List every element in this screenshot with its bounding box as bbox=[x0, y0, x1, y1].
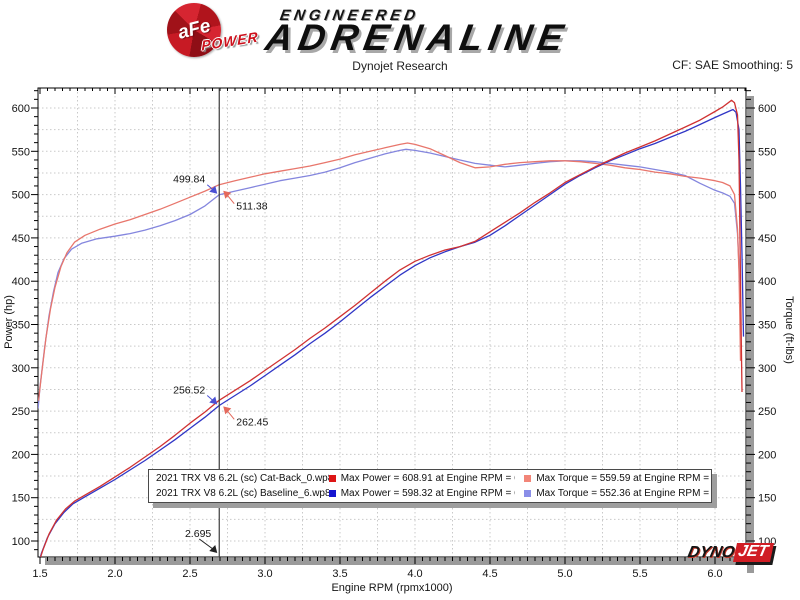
svg-text:250: 250 bbox=[758, 406, 776, 418]
curve-baseline-torque bbox=[38, 148, 742, 409]
svg-text:300: 300 bbox=[12, 363, 30, 375]
svg-text:350: 350 bbox=[758, 320, 776, 332]
curve-cat-back-power bbox=[39, 99, 743, 557]
frame-shadow-bottom bbox=[45, 558, 761, 565]
svg-text:4.0: 4.0 bbox=[407, 568, 422, 580]
svg-text:3.0: 3.0 bbox=[257, 568, 272, 580]
cursor-readouts: 499.84 511.38 256.52 262.45 2.695 bbox=[173, 174, 269, 553]
legend-row-catback: 2021 TRX V8 6.2L (sc) Cat-Back_0.wp8 Max… bbox=[149, 471, 711, 485]
svg-text:600: 600 bbox=[12, 103, 30, 115]
left-axis-title: Power (hp) bbox=[3, 295, 15, 349]
power-swatch-catback bbox=[328, 474, 336, 482]
dynojet-research-title: Dynojet Research bbox=[352, 59, 448, 73]
legend-box: 2021 TRX V8 6.2L (sc) Cat-Back_0.wp8 Max… bbox=[148, 469, 712, 503]
legend-run-name: 2021 TRX V8 6.2L (sc) Baseline_6.wp8 bbox=[156, 488, 329, 500]
torque-swatch-catback bbox=[524, 474, 532, 482]
svg-text:256.52: 256.52 bbox=[173, 384, 205, 396]
correction-smoothing-label: CF: SAE Smoothing: 5 bbox=[672, 58, 793, 72]
legend-run-name: 2021 TRX V8 6.2L (sc) Cat-Back_0.wp8 bbox=[156, 472, 329, 484]
svg-text:500: 500 bbox=[758, 190, 776, 202]
max-power-catback: Max Power = 608.91 at Engine RPM = 6.11 bbox=[340, 472, 516, 484]
dyno-curves bbox=[38, 99, 745, 557]
dynojet-logo-jet: JET bbox=[733, 543, 774, 562]
svg-text:150: 150 bbox=[12, 493, 30, 505]
power-swatch-baseline bbox=[328, 490, 336, 498]
svg-text:4.5: 4.5 bbox=[482, 568, 497, 580]
svg-text:250: 250 bbox=[12, 406, 30, 418]
readout-262.45: 262.45 bbox=[223, 406, 269, 428]
svg-text:450: 450 bbox=[758, 233, 776, 245]
svg-text:511.38: 511.38 bbox=[236, 201, 267, 213]
svg-text:200: 200 bbox=[12, 449, 30, 461]
svg-text:5.5: 5.5 bbox=[632, 568, 647, 580]
readout-499.84: 499.84 bbox=[173, 174, 218, 194]
svg-text:350: 350 bbox=[12, 320, 30, 332]
x-axis-title: Engine RPM (rpmx1000) bbox=[331, 582, 452, 594]
svg-text:499.84: 499.84 bbox=[173, 174, 205, 186]
svg-text:3.5: 3.5 bbox=[332, 568, 347, 580]
svg-text:1.5: 1.5 bbox=[32, 568, 47, 580]
svg-text:550: 550 bbox=[758, 146, 776, 158]
svg-text:300: 300 bbox=[758, 363, 776, 375]
max-torque-catback: Max Torque = 559.59 at Engine RPM = 3.95 bbox=[536, 472, 711, 484]
max-power-baseline: Max Power = 598.32 at Engine RPM = 6.12 bbox=[340, 488, 516, 500]
torque-swatch-baseline bbox=[524, 490, 532, 498]
cursor-x-label: 2.695 bbox=[185, 528, 218, 553]
svg-text:6.0: 6.0 bbox=[707, 568, 722, 580]
axis-ticks bbox=[31, 88, 755, 564]
svg-text:500: 500 bbox=[12, 190, 30, 202]
readout-256.52: 256.52 bbox=[173, 384, 218, 405]
svg-text:2.5: 2.5 bbox=[182, 568, 197, 580]
dynojet-logo-dyno: DYNO bbox=[686, 543, 737, 561]
max-torque-baseline: Max Torque = 552.36 at Engine RPM = 3.94 bbox=[536, 488, 711, 500]
svg-text:400: 400 bbox=[12, 276, 30, 288]
afe-power-logo: aFe bbox=[167, 3, 221, 57]
svg-text:100: 100 bbox=[12, 536, 30, 548]
svg-text:600: 600 bbox=[758, 103, 776, 115]
frame-shadow-right bbox=[747, 96, 754, 573]
svg-text:400: 400 bbox=[758, 276, 776, 288]
right-axis-title: Torque (ft-lbs) bbox=[783, 296, 795, 364]
legend-row-baseline: 2021 TRX V8 6.2L (sc) Baseline_6.wp8 Max… bbox=[149, 487, 711, 501]
svg-text:5.0: 5.0 bbox=[557, 568, 572, 580]
svg-text:200: 200 bbox=[758, 449, 776, 461]
svg-text:2.695: 2.695 bbox=[185, 528, 211, 540]
svg-text:550: 550 bbox=[12, 146, 30, 158]
svg-text:2.0: 2.0 bbox=[107, 568, 122, 580]
curve-baseline-power bbox=[39, 108, 745, 557]
axis-titles: Power (hp) Torque (ft-lbs) Engine RPM (rpm… bbox=[3, 295, 795, 594]
curve-cat-back-torque bbox=[38, 142, 742, 401]
readout-511.38: 511.38 bbox=[223, 190, 268, 213]
svg-text:150: 150 bbox=[758, 493, 776, 505]
svg-text:450: 450 bbox=[12, 233, 30, 245]
dynojet-logo: DYNO JET bbox=[686, 543, 774, 562]
svg-text:262.45: 262.45 bbox=[236, 416, 268, 428]
